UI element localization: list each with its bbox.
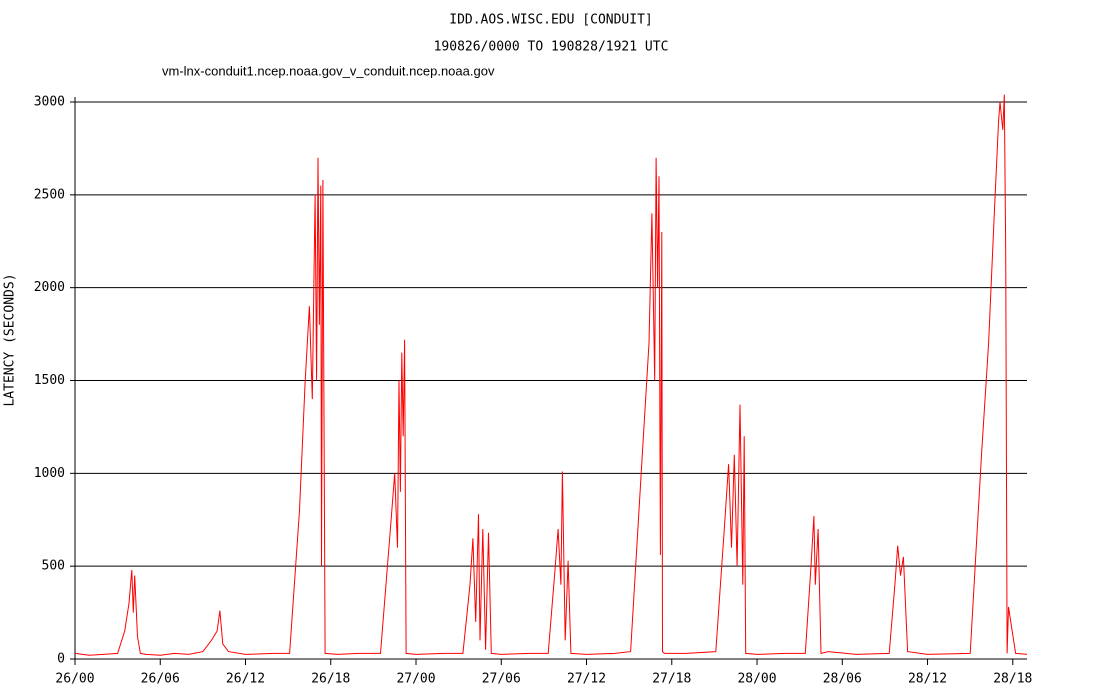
x-tick-label: 26/06 (141, 672, 180, 687)
x-tick-label: 28/00 (737, 672, 776, 687)
x-tick-label: 28/18 (993, 672, 1032, 687)
y-tick-label: 500 (42, 559, 65, 574)
data-line (74, 94, 1028, 656)
y-tick-label: 1000 (34, 466, 65, 481)
y-tick-label: 3000 (34, 95, 65, 110)
x-tick-label: 28/12 (908, 672, 947, 687)
y-tick-label: 2500 (34, 187, 65, 202)
x-tick-label: 27/00 (396, 672, 435, 687)
x-tick-label: 28/06 (823, 672, 862, 687)
x-tick-label: 27/18 (652, 672, 691, 687)
x-tick-label: 27/12 (567, 672, 606, 687)
y-axis-label: LATENCY (SECONDS) (3, 273, 18, 406)
chart-subtitle: 190826/0000 TO 190828/1921 UTC (434, 40, 669, 55)
y-tick-label: 1500 (34, 373, 65, 388)
y-tick-label: 2000 (34, 280, 65, 295)
x-tick-label: 26/00 (55, 672, 94, 687)
chart-title: IDD.AOS.WISC.EDU [CONDUIT] (449, 13, 653, 28)
x-tick-label: 27/06 (482, 672, 521, 687)
legend-entry: vm-lnx-conduit1.ncep.noaa.gov_v_conduit.… (162, 63, 495, 78)
y-tick-label: 0 (57, 652, 65, 667)
x-tick-label: 26/12 (226, 672, 265, 687)
x-tick-label: 26/18 (311, 672, 350, 687)
